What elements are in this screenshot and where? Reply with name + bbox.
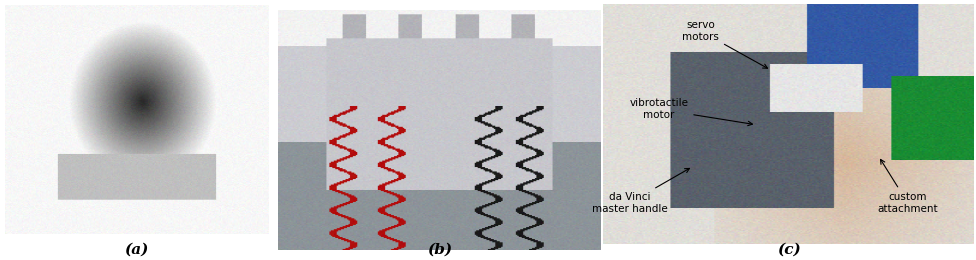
- Text: vibrotactile
motor: vibrotactile motor: [630, 98, 752, 126]
- Text: servo
motors: servo motors: [682, 20, 767, 68]
- Text: (c): (c): [777, 243, 800, 257]
- Text: da Vinci
master handle: da Vinci master handle: [591, 168, 689, 214]
- Text: custom
attachment: custom attachment: [877, 159, 938, 214]
- Text: (a): (a): [125, 243, 148, 257]
- Text: (b): (b): [427, 243, 452, 257]
